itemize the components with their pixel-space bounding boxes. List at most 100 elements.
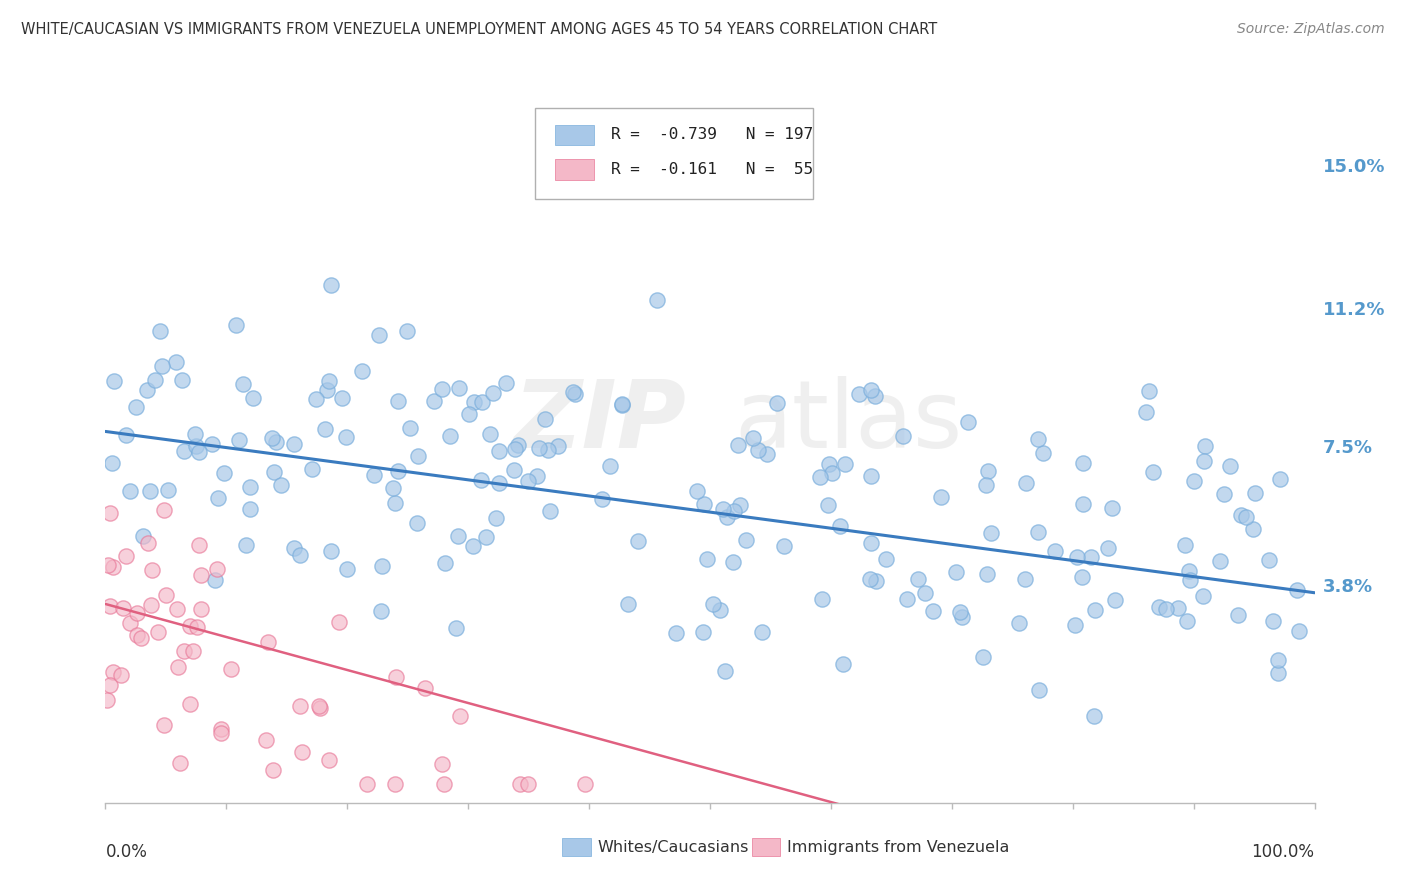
Point	[810, 592, 832, 607]
Point	[433, 777, 456, 791]
Point	[1147, 599, 1170, 614]
Point	[831, 657, 853, 671]
Point	[179, 619, 201, 633]
Point	[1137, 384, 1160, 399]
Point	[235, 539, 257, 553]
Point	[727, 438, 749, 452]
Point	[432, 757, 454, 772]
Point	[1182, 475, 1205, 489]
Point	[627, 533, 650, 548]
Point	[156, 483, 179, 497]
Point	[254, 733, 277, 747]
Point	[1071, 497, 1094, 511]
Text: atlas: atlas	[734, 376, 963, 468]
Point	[399, 421, 422, 435]
Text: Source: ZipAtlas.com: Source: ZipAtlas.com	[1237, 22, 1385, 37]
Point	[742, 431, 765, 445]
Point	[616, 597, 638, 611]
Point	[506, 437, 529, 451]
Point	[1267, 665, 1289, 680]
Point	[1177, 614, 1199, 628]
Point	[929, 490, 952, 504]
Point	[188, 538, 211, 552]
Point	[470, 474, 492, 488]
Point	[526, 468, 548, 483]
Point	[136, 536, 159, 550]
Point	[190, 567, 212, 582]
Point	[239, 480, 262, 494]
Point	[728, 498, 751, 512]
Point	[125, 401, 148, 415]
Point	[949, 606, 972, 620]
Point	[773, 539, 796, 553]
Point	[179, 697, 201, 711]
Point	[101, 457, 124, 471]
Point	[1167, 601, 1189, 615]
Point	[150, 359, 173, 373]
Point	[328, 615, 350, 630]
Point	[204, 574, 226, 588]
Point	[865, 574, 887, 589]
Point	[956, 415, 979, 429]
Point	[1156, 601, 1178, 615]
Text: WHITE/CAUCASIAN VS IMMIGRANTS FROM VENEZUELA UNEMPLOYMENT AMONG AGES 45 TO 54 YE: WHITE/CAUCASIAN VS IMMIGRANTS FROM VENEZ…	[21, 22, 938, 37]
Point	[141, 563, 163, 577]
Point	[212, 466, 235, 480]
Point	[1014, 572, 1036, 586]
Point	[1026, 524, 1049, 539]
Point	[709, 602, 731, 616]
Point	[972, 650, 994, 665]
Point	[1194, 439, 1216, 453]
Point	[172, 372, 194, 386]
Point	[319, 544, 342, 558]
Point	[387, 464, 409, 478]
Point	[821, 467, 844, 481]
Point	[1083, 709, 1105, 723]
Point	[1135, 405, 1157, 419]
Point	[612, 398, 634, 412]
Point	[406, 516, 429, 530]
Point	[896, 592, 918, 607]
Point	[308, 699, 330, 714]
Point	[260, 431, 283, 445]
Point	[305, 392, 328, 407]
Point	[1142, 465, 1164, 479]
Point	[381, 481, 404, 495]
Text: R =  -0.161   N =  55: R = -0.161 N = 55	[610, 161, 813, 177]
FancyBboxPatch shape	[555, 159, 593, 179]
Point	[547, 438, 569, 452]
Point	[765, 396, 787, 410]
Point	[591, 492, 613, 507]
Point	[1043, 544, 1066, 558]
Point	[110, 668, 132, 682]
Point	[314, 422, 336, 436]
Point	[153, 718, 176, 732]
Point	[239, 501, 262, 516]
Point	[309, 700, 332, 714]
Point	[165, 355, 187, 369]
Point	[1227, 608, 1250, 623]
Point	[755, 447, 778, 461]
Point	[1230, 508, 1253, 522]
Point	[474, 530, 496, 544]
Point	[439, 429, 461, 443]
Point	[505, 442, 527, 457]
Point	[125, 627, 148, 641]
Point	[129, 631, 152, 645]
Point	[447, 381, 470, 395]
Point	[181, 644, 204, 658]
Point	[574, 777, 596, 791]
Point	[914, 586, 936, 600]
Point	[1101, 500, 1123, 515]
Point	[96, 693, 118, 707]
Point	[713, 664, 735, 678]
Point	[1097, 541, 1119, 555]
Point	[980, 525, 1002, 540]
Point	[288, 698, 311, 713]
Point	[444, 621, 467, 635]
Point	[316, 384, 339, 398]
Point	[139, 598, 162, 612]
FancyBboxPatch shape	[534, 108, 813, 200]
Point	[257, 634, 280, 648]
Point	[228, 433, 250, 447]
